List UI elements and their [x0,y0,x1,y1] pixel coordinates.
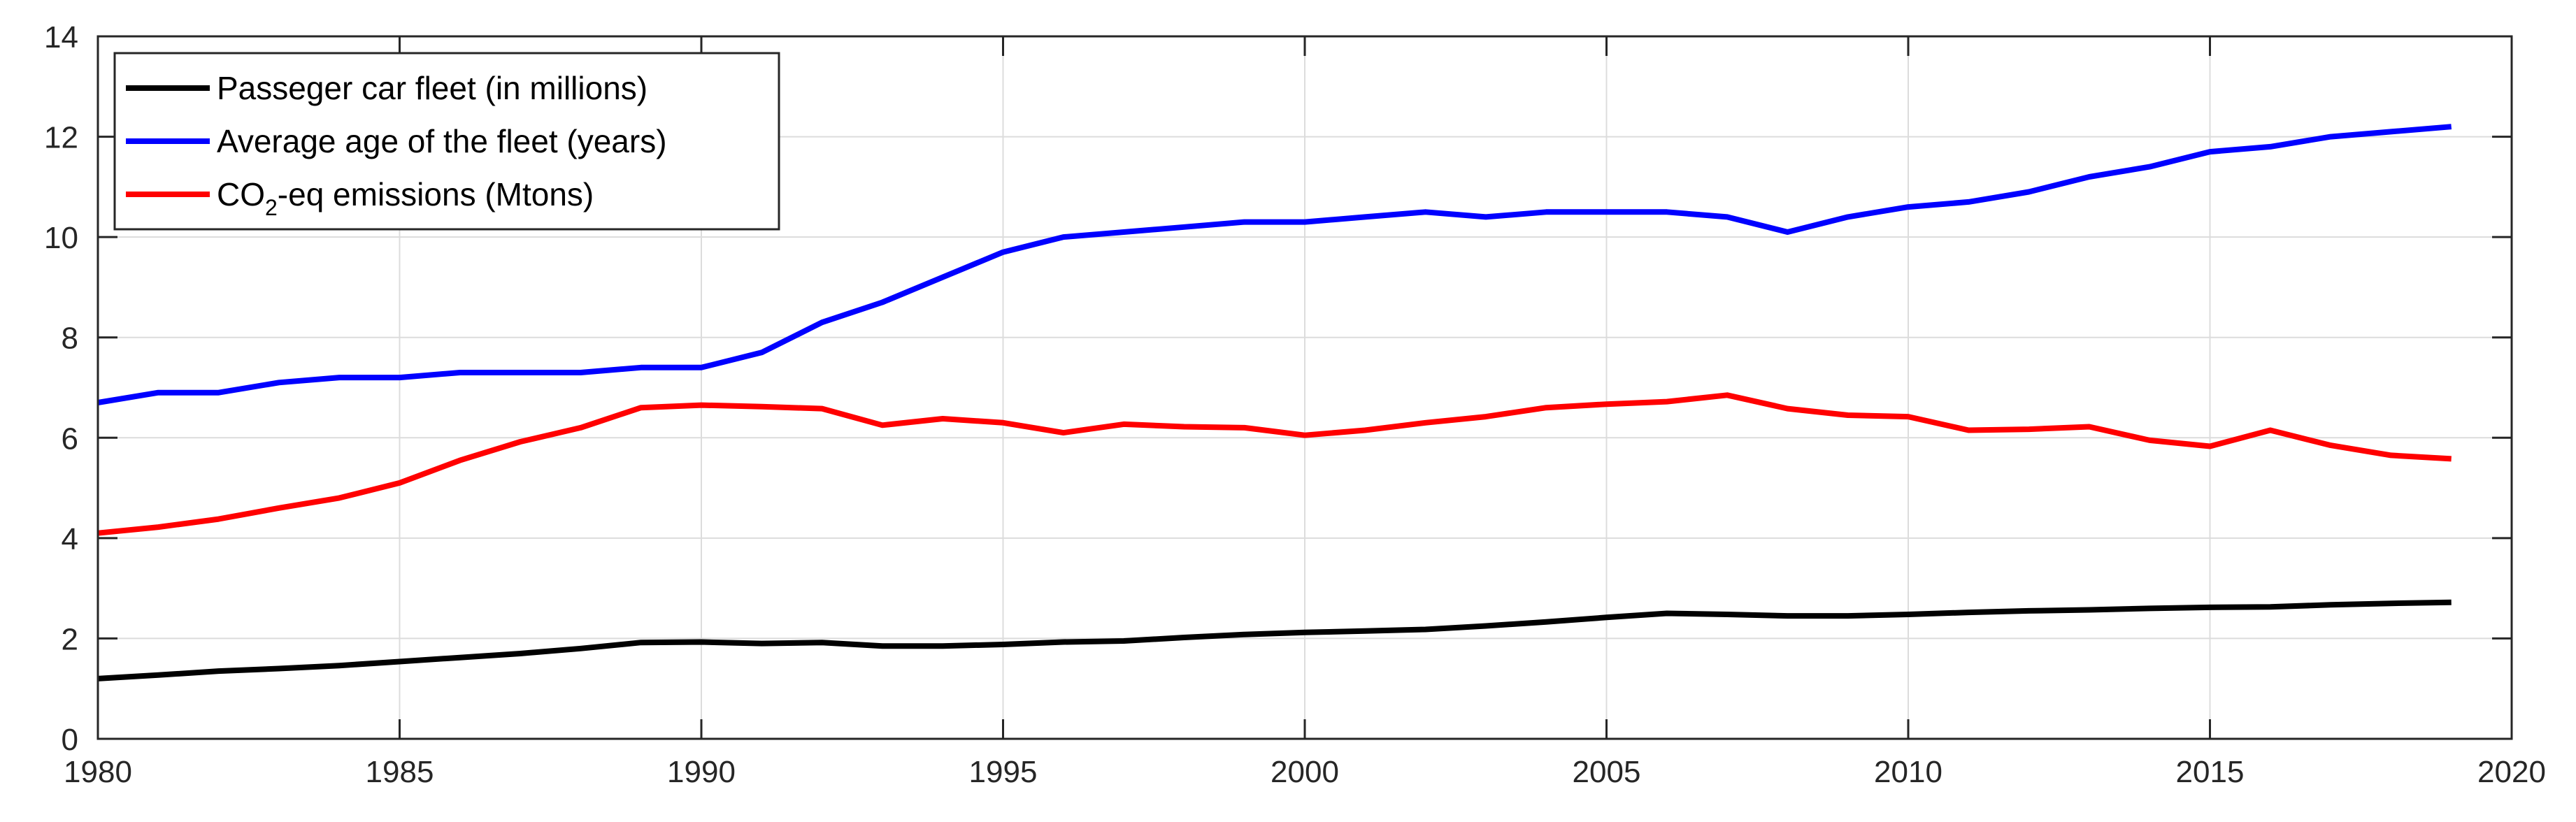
x-tick-label: 2015 [2176,755,2245,789]
y-tick-label: 0 [62,723,78,757]
x-tick-label: 1995 [969,755,1038,789]
y-tick-label: 8 [62,322,78,356]
series-line-2 [97,124,2452,405]
legend-label-3: CO2-eq emissions (Mtons) [217,176,594,220]
y-tick-label: 14 [44,20,78,55]
x-tick-label: 2005 [1573,755,1641,789]
y-tick-label: 6 [62,421,78,456]
x-tick-label: 2020 [2477,755,2546,789]
x-tick-label: 1980 [64,755,132,789]
x-tick-label: 1985 [366,755,434,789]
series-line-1 [97,599,2452,682]
series-lines [97,124,2452,682]
legend-label-1: Passeger car fleet (in millions) [217,70,647,106]
legend: Passeger car fleet (in millions) Average … [113,52,780,231]
y-tick-label: 4 [62,522,78,556]
axis-ticks: 1980 1985 1990 1995 2000 2005 2010 2015 2020 0 2 4 6… [44,20,2546,789]
legend-label-2: Average age of the fleet (years) [217,123,667,159]
legend-box [113,52,780,231]
x-tick-label: 2010 [1874,755,1942,789]
x-tick-label: 2000 [1271,755,1339,789]
y-tick-label: 2 [62,622,78,656]
y-tick-label: 10 [44,221,78,255]
series-line-3 [97,392,2452,536]
y-tick-label: 12 [44,121,78,155]
x-tick-label: 1990 [667,755,736,789]
